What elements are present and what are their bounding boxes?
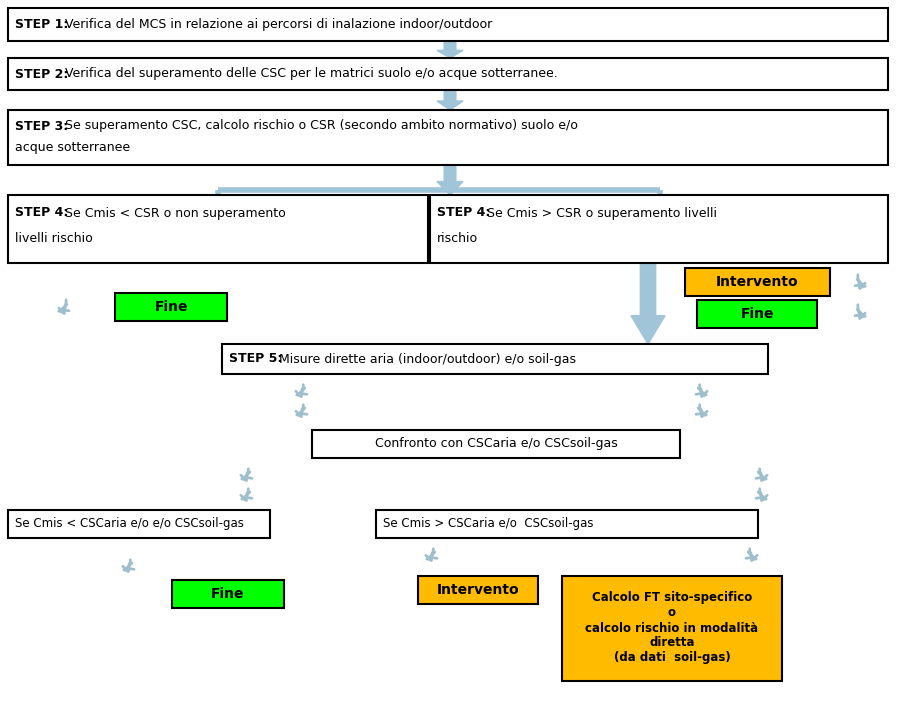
FancyBboxPatch shape <box>418 576 538 604</box>
Text: STEP 2:: STEP 2: <box>15 67 68 80</box>
FancyArrow shape <box>437 165 463 195</box>
FancyBboxPatch shape <box>376 510 758 538</box>
Text: Se Cmis > CSCaria e/o  CSCsoil-gas: Se Cmis > CSCaria e/o CSCsoil-gas <box>383 518 594 531</box>
Text: Confronto con CSCaria e/o CSCsoil-gas: Confronto con CSCaria e/o CSCsoil-gas <box>374 437 618 450</box>
FancyBboxPatch shape <box>312 430 680 458</box>
FancyArrow shape <box>437 90 463 110</box>
FancyBboxPatch shape <box>685 268 830 296</box>
Text: STEP 3:: STEP 3: <box>15 119 68 133</box>
Text: Fine: Fine <box>211 587 245 601</box>
FancyBboxPatch shape <box>222 344 768 374</box>
Text: Calcolo FT sito-specifico
o
calcolo rischio in modalità
diretta
(da dati  soil-g: Calcolo FT sito-specifico o calcolo risc… <box>585 592 759 664</box>
Text: Se Cmis < CSR o non superamento: Se Cmis < CSR o non superamento <box>61 207 286 220</box>
FancyBboxPatch shape <box>8 195 428 263</box>
Text: Verifica del superamento delle CSC per le matrici suolo e/o acque sotterranee.: Verifica del superamento delle CSC per l… <box>61 67 558 80</box>
FancyArrow shape <box>631 263 665 344</box>
Text: Se Cmis > CSR o superamento livelli: Se Cmis > CSR o superamento livelli <box>483 207 717 220</box>
FancyBboxPatch shape <box>8 58 888 90</box>
FancyBboxPatch shape <box>8 110 888 165</box>
FancyArrow shape <box>437 41 463 58</box>
Text: rischio: rischio <box>437 233 478 246</box>
Text: Fine: Fine <box>154 300 188 314</box>
Text: Intervento: Intervento <box>436 583 519 597</box>
Text: Se superamento CSC, calcolo rischio o CSR (secondo ambito normativo) suolo e/o: Se superamento CSC, calcolo rischio o CS… <box>61 119 578 133</box>
FancyBboxPatch shape <box>8 8 888 41</box>
Text: Intervento: Intervento <box>716 275 798 289</box>
Text: Misure dirette aria (indoor/outdoor) e/o soil-gas: Misure dirette aria (indoor/outdoor) e/o… <box>275 353 576 365</box>
FancyBboxPatch shape <box>562 576 782 681</box>
Text: acque sotterranee: acque sotterranee <box>15 141 130 154</box>
Text: STEP 5:: STEP 5: <box>229 353 282 365</box>
Text: STEP 1:: STEP 1: <box>15 18 68 31</box>
Text: STEP 4:: STEP 4: <box>15 207 68 220</box>
Text: livelli rischio: livelli rischio <box>15 233 92 246</box>
FancyBboxPatch shape <box>115 293 227 321</box>
FancyBboxPatch shape <box>697 300 817 328</box>
FancyBboxPatch shape <box>172 580 284 608</box>
Text: STEP 4:: STEP 4: <box>437 207 490 220</box>
Text: Fine: Fine <box>740 307 774 321</box>
Text: Se Cmis < CSCaria e/o e/o CSCsoil-gas: Se Cmis < CSCaria e/o e/o CSCsoil-gas <box>15 518 244 531</box>
Text: Verifica del MCS in relazione ai percorsi di inalazione indoor/outdoor: Verifica del MCS in relazione ai percors… <box>61 18 492 31</box>
FancyBboxPatch shape <box>8 510 270 538</box>
FancyBboxPatch shape <box>430 195 888 263</box>
